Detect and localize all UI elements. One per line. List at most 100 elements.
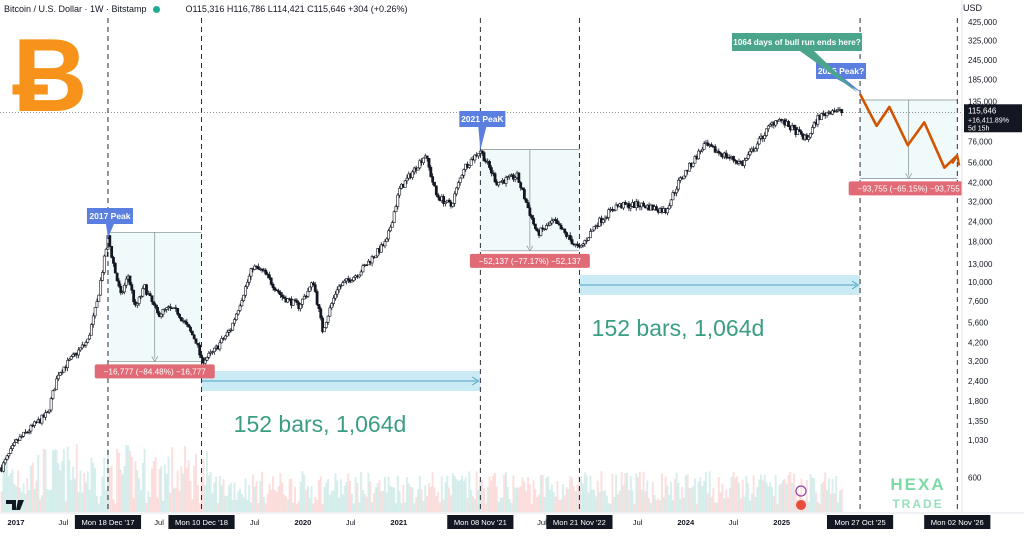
candle-body[interactable] [225, 331, 229, 337]
candle-body[interactable] [194, 338, 198, 344]
candle-body[interactable] [302, 295, 306, 300]
candle-body[interactable] [579, 244, 583, 248]
candle-body[interactable] [68, 358, 71, 361]
candle-body[interactable] [557, 223, 561, 226]
candle-body[interactable] [825, 112, 829, 116]
candle-body[interactable] [145, 284, 148, 295]
candle-body[interactable] [563, 228, 567, 233]
candle-body[interactable] [743, 160, 746, 166]
candle-body[interactable] [390, 222, 394, 228]
candle-body[interactable] [178, 313, 181, 318]
candle-body[interactable] [330, 303, 334, 309]
candle-body[interactable] [394, 206, 398, 213]
candle-body[interactable] [275, 289, 279, 292]
candle-body[interactable] [132, 289, 136, 303]
candle-body[interactable] [422, 157, 425, 164]
candle-body[interactable] [80, 344, 84, 349]
candle-body[interactable] [51, 390, 55, 399]
candle-body[interactable] [244, 286, 247, 296]
candle-body[interactable] [79, 347, 82, 351]
x-marker-label-box[interactable] [546, 515, 613, 529]
candle-body[interactable] [128, 275, 132, 285]
candle-body[interactable] [768, 124, 772, 127]
candle-body[interactable] [713, 146, 717, 153]
candle-body[interactable] [267, 274, 271, 279]
candle-body[interactable] [526, 202, 530, 209]
candle-body[interactable] [328, 307, 332, 317]
candle-body[interactable] [71, 354, 75, 357]
candle-body[interactable] [99, 280, 103, 296]
candle-body[interactable] [700, 148, 704, 152]
candle-body[interactable] [33, 421, 36, 426]
x-marker-label-box[interactable] [924, 515, 991, 529]
candle-body[interactable] [691, 162, 695, 167]
candle-body[interactable] [198, 344, 202, 356]
candle-body[interactable] [2, 462, 5, 472]
candle-body[interactable] [469, 158, 473, 166]
candle-body[interactable] [334, 293, 337, 299]
candle-body[interactable] [585, 240, 589, 242]
candle-body[interactable] [227, 330, 231, 333]
candle-body[interactable] [508, 174, 512, 178]
candle-body[interactable] [798, 129, 801, 132]
candle-body[interactable] [840, 109, 844, 114]
candle-body[interactable] [383, 241, 387, 247]
candle-body[interactable] [491, 172, 495, 175]
candle-body[interactable] [205, 357, 209, 361]
candle-body[interactable] [256, 266, 260, 270]
candle-body[interactable] [139, 295, 143, 298]
candle-body[interactable] [238, 305, 242, 311]
candle-body[interactable] [548, 222, 552, 226]
candle-body[interactable] [278, 292, 282, 296]
candle-body[interactable] [521, 187, 524, 190]
candle-body[interactable] [95, 301, 99, 308]
candle-body[interactable] [264, 269, 268, 275]
candle-body[interactable] [135, 303, 139, 306]
candle-body[interactable] [66, 360, 70, 368]
candle-body[interactable] [429, 167, 433, 177]
candle-body[interactable] [473, 154, 477, 161]
candle-body[interactable] [799, 131, 803, 135]
candle-body[interactable] [403, 180, 407, 188]
candle-body[interactable] [245, 281, 249, 287]
candle-body[interactable] [84, 342, 88, 346]
candle-body[interactable] [308, 286, 312, 292]
candle-body[interactable] [451, 203, 455, 207]
candle-body[interactable] [732, 156, 735, 161]
candle-body[interactable] [682, 175, 686, 179]
candle-body[interactable] [482, 152, 486, 162]
candle-body[interactable] [337, 285, 341, 291]
candle-body[interactable] [192, 334, 196, 340]
candle-body[interactable] [266, 273, 269, 276]
candle-body[interactable] [513, 177, 517, 180]
candle-body[interactable] [666, 208, 669, 214]
candle-body[interactable] [163, 309, 167, 311]
candle-body[interactable] [117, 280, 121, 287]
candle-body[interactable] [187, 324, 191, 328]
candle-body[interactable] [511, 174, 515, 180]
candle-body[interactable] [323, 327, 326, 333]
candle-body[interactable] [587, 237, 590, 241]
candle-body[interactable] [286, 298, 290, 303]
candle-body[interactable] [387, 230, 391, 240]
candle-body[interactable] [27, 430, 31, 433]
candle-body[interactable] [11, 445, 14, 449]
candle-body[interactable] [717, 150, 721, 154]
candle-body[interactable] [218, 342, 222, 350]
candle-body[interactable] [543, 228, 546, 231]
candle-body[interactable] [589, 231, 592, 239]
candle-body[interactable] [519, 182, 523, 189]
candle-body[interactable] [706, 142, 710, 146]
candle-body[interactable] [280, 294, 284, 298]
candle-body[interactable] [130, 284, 134, 291]
candle-body[interactable] [546, 224, 550, 227]
x-marker-label-box[interactable] [447, 515, 514, 529]
candle-body[interactable] [583, 240, 587, 245]
candle-body[interactable] [744, 158, 748, 161]
candle-body[interactable] [592, 226, 596, 231]
candle-body[interactable] [522, 189, 526, 200]
candle-body[interactable] [40, 414, 44, 424]
candle-body[interactable] [702, 143, 706, 150]
candle-body[interactable] [13, 442, 16, 446]
